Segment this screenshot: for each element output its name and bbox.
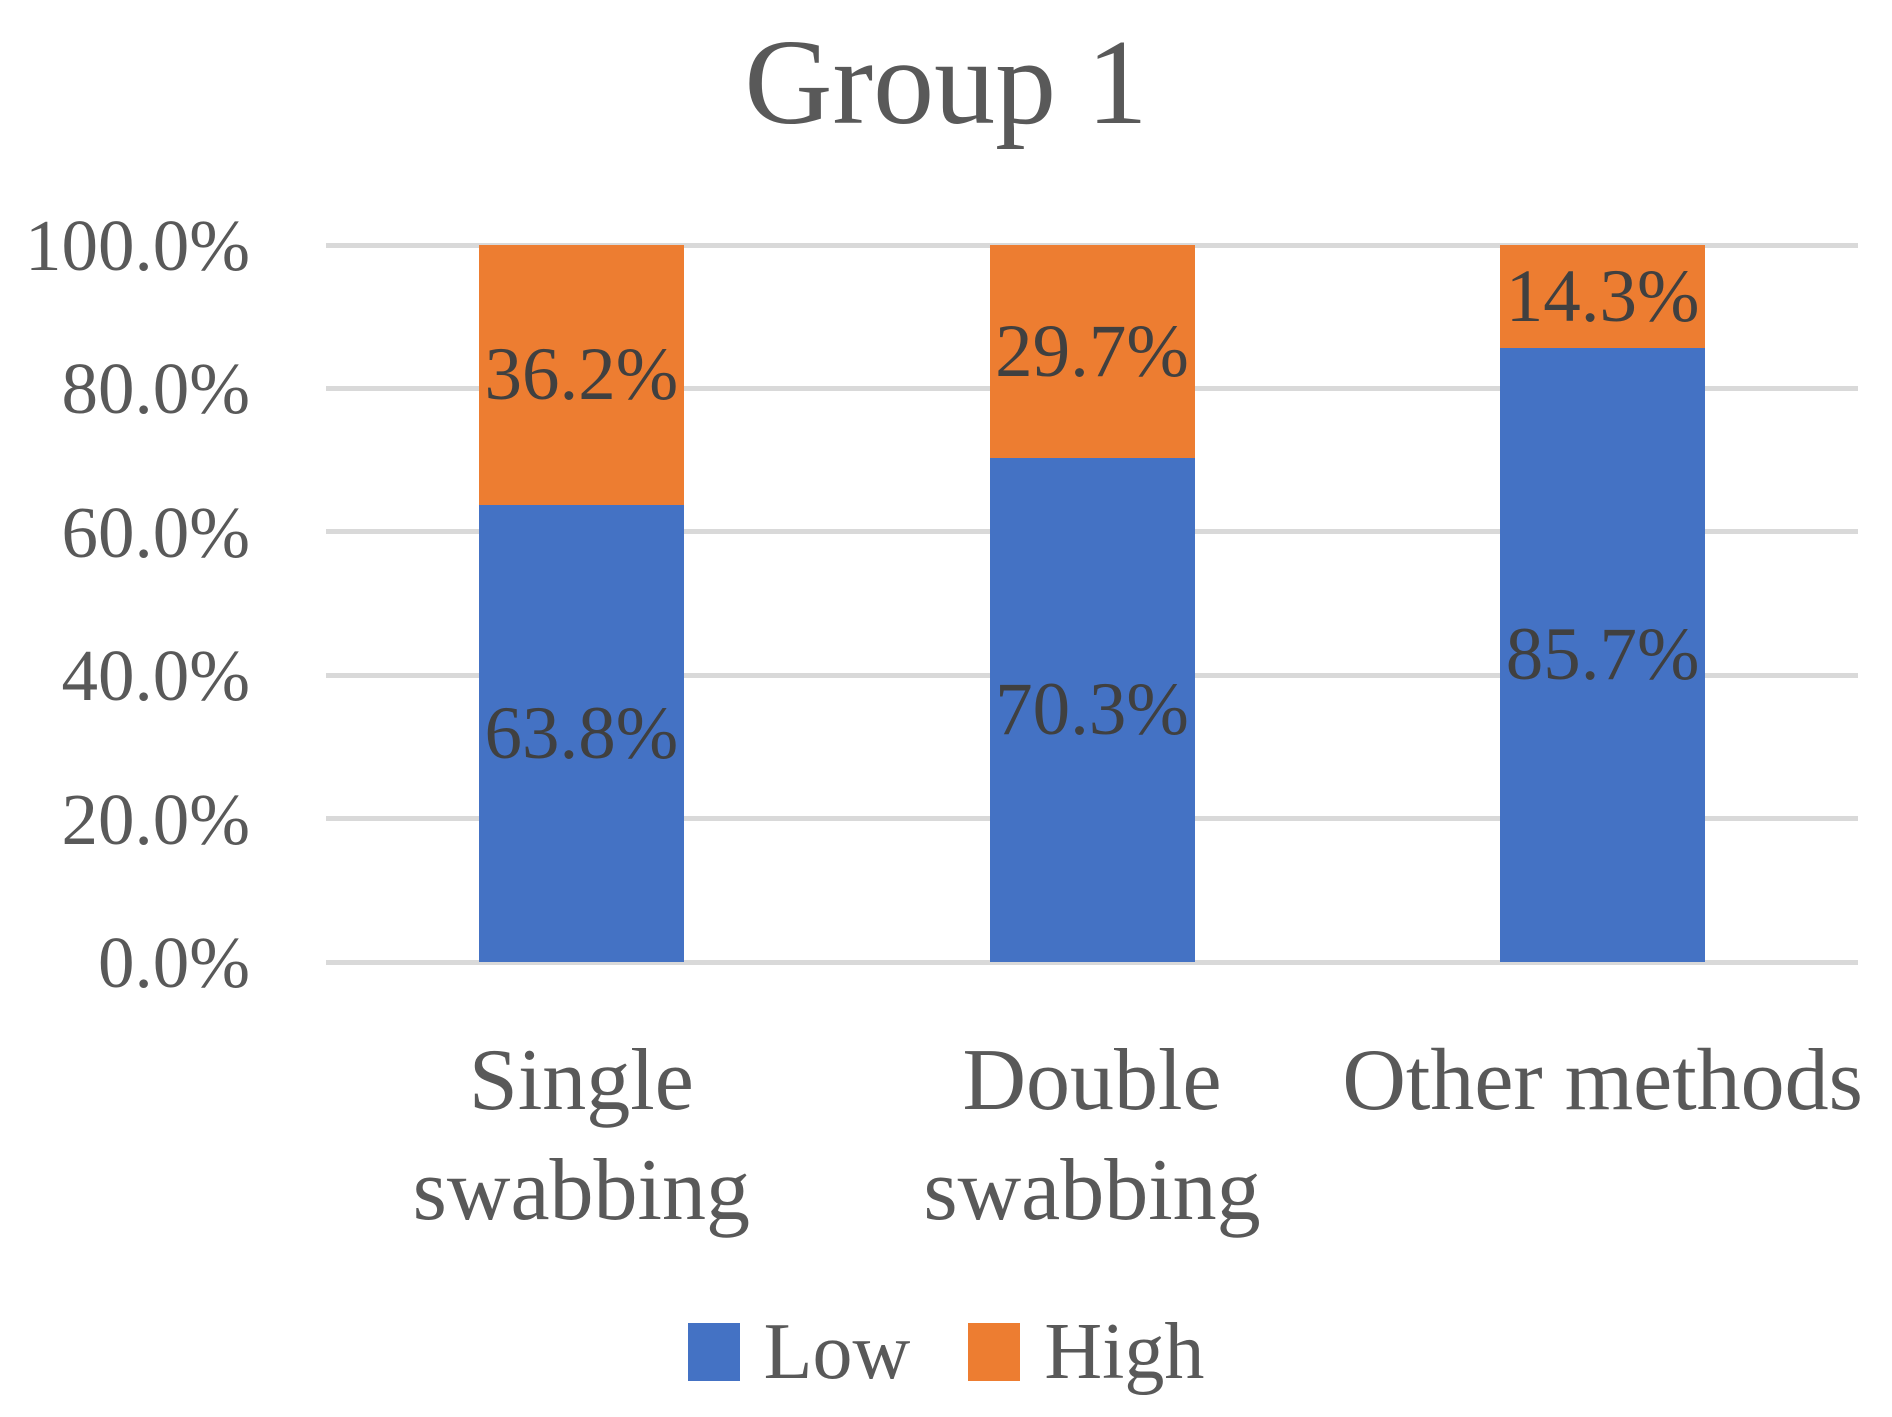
stacked-bar-single-swabbing: 36.2% 63.8% bbox=[478, 245, 684, 962]
category-label-line: swabbing bbox=[923, 1142, 1261, 1239]
bar-segment-high: 36.2% bbox=[478, 245, 684, 505]
legend-swatch-low bbox=[687, 1323, 740, 1381]
category-label-line: swabbing bbox=[412, 1142, 750, 1239]
data-label-high: 29.7% bbox=[995, 309, 1189, 393]
category-label: Other methods bbox=[1323, 1026, 1883, 1136]
y-axis-tick-label: 0.0% bbox=[97, 922, 250, 1003]
category-label: Double swabbing bbox=[812, 1026, 1372, 1246]
y-axis-tick-label: 40.0% bbox=[61, 635, 250, 717]
legend-item-high: High bbox=[968, 1312, 1204, 1392]
y-axis-tick-label: 20.0% bbox=[61, 778, 250, 860]
y-axis-tick-label: 60.0% bbox=[61, 491, 250, 573]
data-label-high: 36.2% bbox=[484, 333, 679, 417]
legend: Low High bbox=[0, 1312, 1892, 1392]
gridline bbox=[326, 959, 1858, 965]
data-label-high: 14.3% bbox=[1505, 254, 1700, 338]
legend-swatch-high bbox=[968, 1323, 1021, 1381]
bar-segment-high: 14.3% bbox=[1500, 245, 1706, 348]
category-label-line: Double bbox=[962, 1032, 1222, 1129]
category-label: Single swabbing bbox=[301, 1026, 861, 1246]
stacked-bar-other-methods: 14.3% 85.7% bbox=[1500, 245, 1706, 962]
category-label-line: Other methods bbox=[1342, 1032, 1863, 1129]
legend-item-low: Low bbox=[687, 1308, 911, 1396]
data-label-low: 70.3% bbox=[995, 668, 1189, 752]
bar-segment-high: 29.7% bbox=[989, 245, 1195, 458]
legend-label: Low bbox=[763, 1308, 911, 1396]
data-label-low: 63.8% bbox=[484, 691, 679, 775]
y-axis-tick-label: 80.0% bbox=[61, 348, 250, 430]
chart-title: Group 1 bbox=[744, 15, 1148, 150]
y-axis-tick-label: 100.0% bbox=[24, 205, 250, 286]
legend-label: High bbox=[1044, 1308, 1205, 1396]
bar-segment-low: 85.7% bbox=[1500, 347, 1706, 962]
category-label-line: Single bbox=[468, 1032, 694, 1129]
data-label-low: 85.7% bbox=[1505, 613, 1700, 697]
bar-segment-low: 70.3% bbox=[989, 457, 1195, 962]
bar-segment-low: 63.8% bbox=[478, 504, 684, 962]
stacked-bar-double-swabbing: 29.7% 70.3% bbox=[989, 245, 1195, 962]
plot-area: 36.2% 63.8% 29.7% 70.3% 14.3% 85.7% bbox=[326, 242, 1858, 965]
